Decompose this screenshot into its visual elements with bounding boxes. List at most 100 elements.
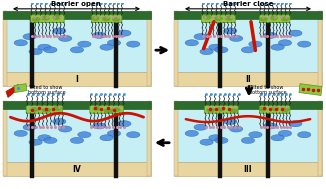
Ellipse shape [194,124,207,130]
Polygon shape [174,11,322,19]
Ellipse shape [100,44,113,50]
Ellipse shape [185,130,199,136]
Ellipse shape [92,106,101,111]
Polygon shape [3,162,151,176]
Ellipse shape [209,135,222,141]
Polygon shape [3,11,151,72]
Polygon shape [6,85,20,98]
Ellipse shape [102,16,110,21]
Ellipse shape [44,47,57,53]
Polygon shape [147,11,151,86]
Ellipse shape [230,126,243,132]
Polygon shape [3,72,151,86]
Ellipse shape [78,41,91,47]
Ellipse shape [215,47,228,53]
Ellipse shape [112,17,120,22]
Polygon shape [318,101,322,176]
Ellipse shape [216,107,225,112]
Ellipse shape [111,107,121,112]
Ellipse shape [224,28,237,34]
Polygon shape [3,11,151,19]
Ellipse shape [44,137,57,143]
Ellipse shape [298,41,311,47]
Ellipse shape [224,16,233,21]
Text: Tilted to show
bottom surface: Tilted to show bottom surface [28,85,66,95]
Ellipse shape [230,35,243,41]
Ellipse shape [271,44,284,50]
Polygon shape [299,84,322,95]
Ellipse shape [206,108,215,112]
Text: Barrier open: Barrier open [51,1,101,7]
Text: Tilted to show
bottom surface: Tilted to show bottom surface [249,85,287,95]
Ellipse shape [118,30,131,36]
Ellipse shape [229,108,238,113]
Ellipse shape [263,123,277,129]
Polygon shape [3,101,151,109]
Ellipse shape [126,41,140,47]
Polygon shape [3,11,7,86]
Ellipse shape [23,124,36,130]
Ellipse shape [14,130,27,136]
FancyBboxPatch shape [90,105,123,113]
Text: IV: IV [73,166,82,174]
Ellipse shape [38,44,51,50]
Ellipse shape [107,40,121,46]
Bar [30,17,34,88]
Ellipse shape [29,49,42,55]
Polygon shape [3,101,151,162]
Ellipse shape [107,130,121,136]
Ellipse shape [203,15,212,20]
Ellipse shape [14,40,27,46]
Ellipse shape [32,17,41,22]
Ellipse shape [58,35,72,41]
Polygon shape [14,84,27,92]
Polygon shape [174,101,178,176]
Ellipse shape [289,30,302,36]
Bar [218,17,222,88]
FancyBboxPatch shape [26,105,63,113]
Polygon shape [174,11,178,86]
Ellipse shape [241,137,255,143]
Ellipse shape [23,34,36,40]
Ellipse shape [126,132,140,138]
Ellipse shape [209,44,222,50]
FancyBboxPatch shape [31,15,64,23]
Polygon shape [174,162,322,176]
FancyBboxPatch shape [205,105,238,113]
Text: I: I [76,75,79,84]
Ellipse shape [214,16,223,21]
Bar [30,108,34,178]
Text: II: II [245,75,251,84]
Ellipse shape [78,132,91,138]
Ellipse shape [200,49,213,55]
Bar [114,17,118,88]
FancyBboxPatch shape [259,15,290,23]
Polygon shape [3,101,7,176]
Ellipse shape [38,135,51,141]
FancyBboxPatch shape [91,15,122,23]
Ellipse shape [70,47,84,53]
Polygon shape [174,101,322,162]
Ellipse shape [281,107,289,112]
Ellipse shape [298,132,311,138]
Ellipse shape [249,132,262,138]
Polygon shape [174,101,322,109]
Ellipse shape [289,121,302,127]
Text: Barrier close: Barrier close [223,1,273,7]
Ellipse shape [281,16,289,21]
Ellipse shape [52,15,61,20]
Ellipse shape [93,123,106,129]
Ellipse shape [29,107,39,112]
Ellipse shape [278,130,292,136]
Ellipse shape [271,106,279,111]
Ellipse shape [93,32,106,38]
Ellipse shape [271,135,284,141]
Polygon shape [147,101,151,176]
Ellipse shape [58,126,72,132]
Ellipse shape [259,107,267,112]
Ellipse shape [41,16,50,21]
Ellipse shape [52,106,62,111]
Ellipse shape [103,108,112,113]
Ellipse shape [52,119,66,125]
Polygon shape [318,11,322,86]
